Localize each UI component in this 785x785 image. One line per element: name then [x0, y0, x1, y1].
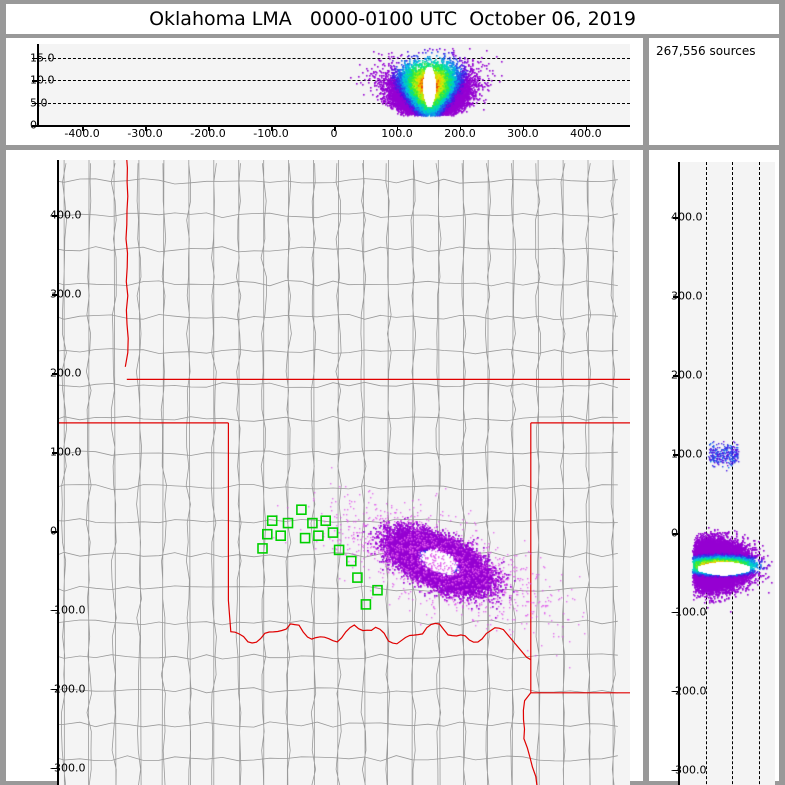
x-tick: [82, 125, 84, 131]
x-tick: [459, 125, 462, 131]
lma-station-marker[interactable]: [307, 517, 318, 529]
y-tick-label: 0: [50, 524, 57, 538]
y-tick: [673, 296, 679, 298]
x-tick: [396, 125, 399, 131]
y-tick: [673, 769, 679, 772]
y-tick: [52, 531, 58, 533]
y-tick: [673, 375, 679, 377]
page-title: Oklahoma LMA 0000-0100 UTC October 06, 2…: [149, 8, 636, 30]
altitude-vs-east-panel: -400.0 -300.0 -200.0 -100.0 0 100.0 200.0 300.0…: [6, 38, 643, 145]
y-tick-label: -300.0: [50, 761, 86, 775]
lma-station-marker[interactable]: [266, 515, 278, 527]
x-tick-label: 0: [330, 127, 338, 140]
north-vs-altitude-panel: 05.010.015.0-400.0-300.0-200.0-100.00100…: [649, 150, 779, 785]
y-tick-label: -300.0: [671, 763, 707, 777]
x-tick: [522, 125, 525, 131]
y-tick: [673, 533, 679, 535]
x-tick: [271, 125, 273, 131]
y-tick-label: 10.0: [30, 73, 55, 87]
y-tick-label: 200.0: [50, 366, 82, 380]
lma-station-marker[interactable]: [282, 517, 294, 529]
y-tick-label: 200.0: [671, 368, 703, 382]
altitude-vs-east-plot[interactable]: [38, 44, 630, 125]
y-axis-line: [37, 44, 39, 126]
lma-station-marker[interactable]: [313, 530, 324, 542]
x-axis-line: [32, 125, 630, 127]
x-tick-label: 100.0: [381, 127, 413, 140]
x-tick-label: -100.0: [253, 127, 289, 140]
y-tick-label: 100.0: [671, 447, 703, 461]
y-tick-label: -100.0: [50, 603, 86, 617]
y-tick: [673, 217, 679, 219]
y-tick-label: -100.0: [671, 605, 707, 619]
y-tick-label: 5.0: [30, 96, 48, 109]
lma-station-markers: [257, 504, 383, 610]
lma-station-marker[interactable]: [275, 530, 286, 542]
plan-view-plot[interactable]: [58, 160, 630, 785]
y-tick-label: 400.0: [50, 208, 82, 222]
plan-view-map-panel: -400.0-300.0-200.0-100.00100.0200.0300.0…: [6, 150, 643, 785]
y-axis-line: [57, 160, 59, 785]
y-tick: [52, 688, 58, 691]
lma-station-marker[interactable]: [320, 515, 332, 527]
x-tick-label: -300.0: [127, 127, 163, 140]
y-tick: [52, 373, 58, 375]
y-tick-label: 300.0: [671, 289, 703, 303]
y-tick: [52, 452, 58, 454]
lma-station-marker[interactable]: [352, 572, 363, 583]
lma-station-marker[interactable]: [262, 528, 273, 540]
y-tick: [52, 609, 58, 612]
y-tick: [32, 80, 38, 82]
north-vs-altitude-plot[interactable]: [679, 162, 775, 785]
y-tick-label: 0: [30, 118, 37, 132]
lightning-density-scatter: [679, 162, 775, 785]
lma-station-marker[interactable]: [333, 544, 345, 556]
x-tick-label: 400.0: [570, 127, 602, 140]
x-tick-label: -200.0: [190, 127, 226, 140]
x-tick: [585, 125, 588, 131]
lma-station-marker[interactable]: [257, 543, 268, 554]
y-tick-label: 100.0: [50, 445, 82, 459]
lightning-density-scatter: [58, 160, 630, 785]
y-tick: [32, 125, 38, 127]
y-tick: [673, 611, 679, 614]
x-tick-label: 200.0: [444, 127, 476, 140]
y-tick-label: 15.0: [30, 51, 55, 64]
lma-station-marker[interactable]: [299, 532, 311, 544]
y-tick-label: -200.0: [50, 682, 86, 696]
lma-station-marker[interactable]: [296, 504, 307, 516]
y-tick-label: 300.0: [50, 287, 82, 301]
x-tick: [208, 125, 210, 131]
y-tick-label: 0: [671, 526, 678, 540]
y-tick: [32, 57, 38, 59]
lma-station-marker[interactable]: [360, 599, 372, 610]
y-tick-label: -200.0: [671, 684, 707, 698]
y-tick: [52, 767, 58, 770]
x-tick: [334, 125, 336, 131]
y-tick: [673, 454, 679, 456]
y-tick: [32, 102, 38, 104]
y-tick-label: 400.0: [671, 210, 703, 224]
x-tick-label: -400.0: [64, 127, 100, 140]
lma-station-marker[interactable]: [345, 555, 357, 567]
lightning-density-scatter: [38, 44, 630, 125]
x-tick-label: 300.0: [507, 127, 539, 140]
y-tick: [673, 690, 679, 693]
title-panel: Oklahoma LMA 0000-0100 UTC October 06, 2…: [6, 4, 779, 34]
x-tick: [145, 125, 147, 131]
y-axis-line: [678, 162, 680, 785]
lma-station-marker[interactable]: [372, 584, 383, 596]
source-count-label: 267,556 sources: [656, 44, 756, 58]
lma-station-marker[interactable]: [327, 527, 339, 538]
y-tick: [52, 215, 58, 217]
source-count-panel: 267,556 sources: [649, 38, 779, 145]
y-tick: [52, 294, 58, 296]
